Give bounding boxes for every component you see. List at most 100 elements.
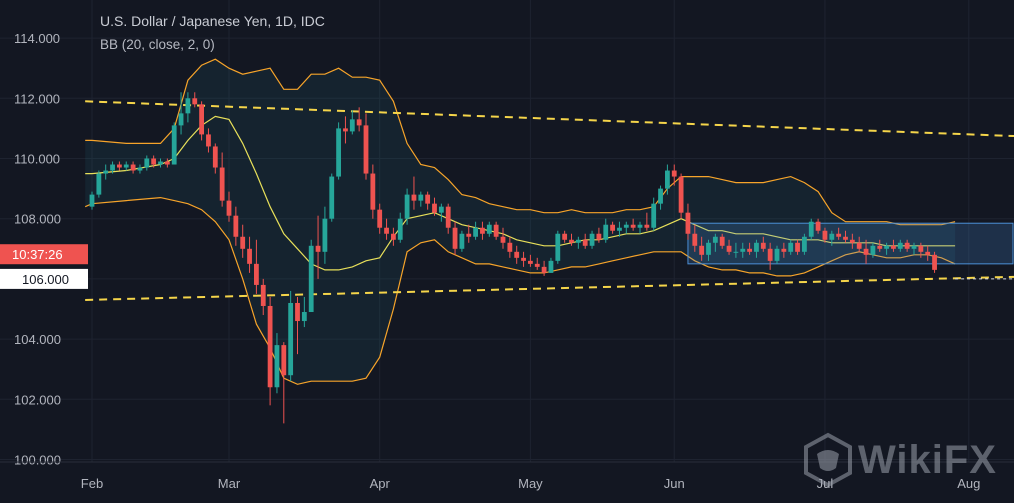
candle — [356, 107, 362, 132]
candle — [123, 161, 129, 171]
range-rectangle[interactable] — [687, 222, 1014, 265]
candle — [343, 116, 348, 144]
candle-body — [343, 128, 348, 132]
candle — [322, 206, 328, 264]
candle — [466, 224, 472, 243]
candle-body — [349, 119, 355, 132]
candle — [808, 218, 814, 240]
chart-title: U.S. Dollar / Japanese Yen, 1D, IDC — [100, 13, 325, 29]
candle-body — [438, 206, 444, 213]
candle — [781, 242, 787, 258]
candle-body — [356, 119, 362, 126]
candle — [815, 218, 821, 234]
y-tick-label: 108.000 — [14, 212, 61, 227]
candle — [521, 251, 526, 267]
candle-body — [219, 167, 225, 201]
candle-body — [651, 203, 657, 228]
candle-body — [740, 248, 746, 252]
candle-body — [363, 125, 369, 174]
level-badge-text: 106.000 — [22, 272, 69, 287]
candle-body — [918, 245, 924, 252]
candle — [89, 191, 95, 210]
candle-body — [432, 203, 437, 213]
candle-body — [528, 260, 533, 264]
candle-body — [110, 164, 115, 171]
candle — [822, 227, 828, 243]
candle — [644, 212, 650, 231]
candle-body — [870, 245, 876, 255]
trendline[interactable] — [85, 275, 1014, 301]
candle — [480, 221, 485, 240]
candle-body — [171, 125, 177, 165]
candle-body — [281, 345, 287, 376]
candle — [623, 221, 629, 234]
candle-body — [370, 173, 376, 210]
candle — [377, 203, 383, 234]
candle — [192, 92, 198, 108]
candle-body — [425, 194, 431, 204]
candle — [110, 161, 115, 174]
candle — [658, 185, 663, 210]
time-badge-text: 10:37:26 — [12, 247, 63, 262]
trendlines[interactable] — [85, 100, 1014, 301]
candle — [596, 227, 602, 243]
price-axis[interactable]: 100.000102.000104.000106.000108.000110.0… — [14, 31, 61, 467]
candle-body — [397, 218, 403, 240]
candle — [404, 188, 410, 225]
candle-body — [712, 236, 718, 243]
bb-basis-line — [85, 115, 956, 271]
candle — [719, 233, 725, 249]
candle — [603, 218, 609, 243]
candle-body — [507, 242, 513, 252]
candle-body — [877, 245, 883, 249]
candle-body — [822, 230, 828, 240]
candle — [610, 221, 615, 234]
candle-body — [726, 245, 732, 252]
candle-body — [630, 224, 636, 228]
candle — [500, 227, 506, 249]
candle-body — [617, 227, 622, 231]
candle — [349, 110, 355, 135]
candle-body — [418, 194, 424, 201]
candle — [747, 242, 752, 255]
candle — [678, 173, 684, 219]
candle-body — [665, 170, 670, 189]
y-tick-label: 100.000 — [14, 453, 61, 468]
candle-body — [575, 239, 581, 243]
candle — [164, 158, 170, 168]
candle-body — [514, 251, 520, 258]
candle — [767, 242, 773, 270]
candle-body — [254, 263, 259, 285]
x-tick-label: Jun — [664, 476, 685, 491]
trendline[interactable] — [85, 100, 1014, 138]
candle-body — [336, 128, 341, 177]
candle-body — [623, 224, 629, 228]
candle-body — [521, 257, 526, 261]
range-box[interactable] — [687, 222, 1014, 265]
candle-body — [411, 194, 417, 201]
candle-body — [863, 248, 869, 255]
candle — [856, 236, 862, 252]
level-badge — [0, 268, 88, 289]
candle — [295, 296, 300, 355]
candle-body — [404, 194, 410, 219]
candle-body — [493, 224, 499, 237]
candle — [829, 230, 835, 246]
candle — [281, 342, 287, 424]
candle-body — [692, 233, 698, 246]
candle-body — [671, 170, 677, 177]
candle-body — [199, 104, 204, 135]
candle — [514, 245, 520, 264]
candle — [459, 230, 465, 252]
candle-body — [103, 170, 109, 174]
bollinger-bands — [84, 58, 956, 385]
time-axis[interactable]: Feb Mar Apr May Jun Jul Aug — [0, 461, 1014, 491]
candle-body — [137, 167, 143, 171]
candle — [425, 191, 431, 210]
candle — [925, 245, 931, 261]
candle-body — [377, 209, 383, 228]
candle-body — [240, 236, 246, 249]
candle-body — [911, 245, 917, 249]
candle — [774, 245, 780, 264]
